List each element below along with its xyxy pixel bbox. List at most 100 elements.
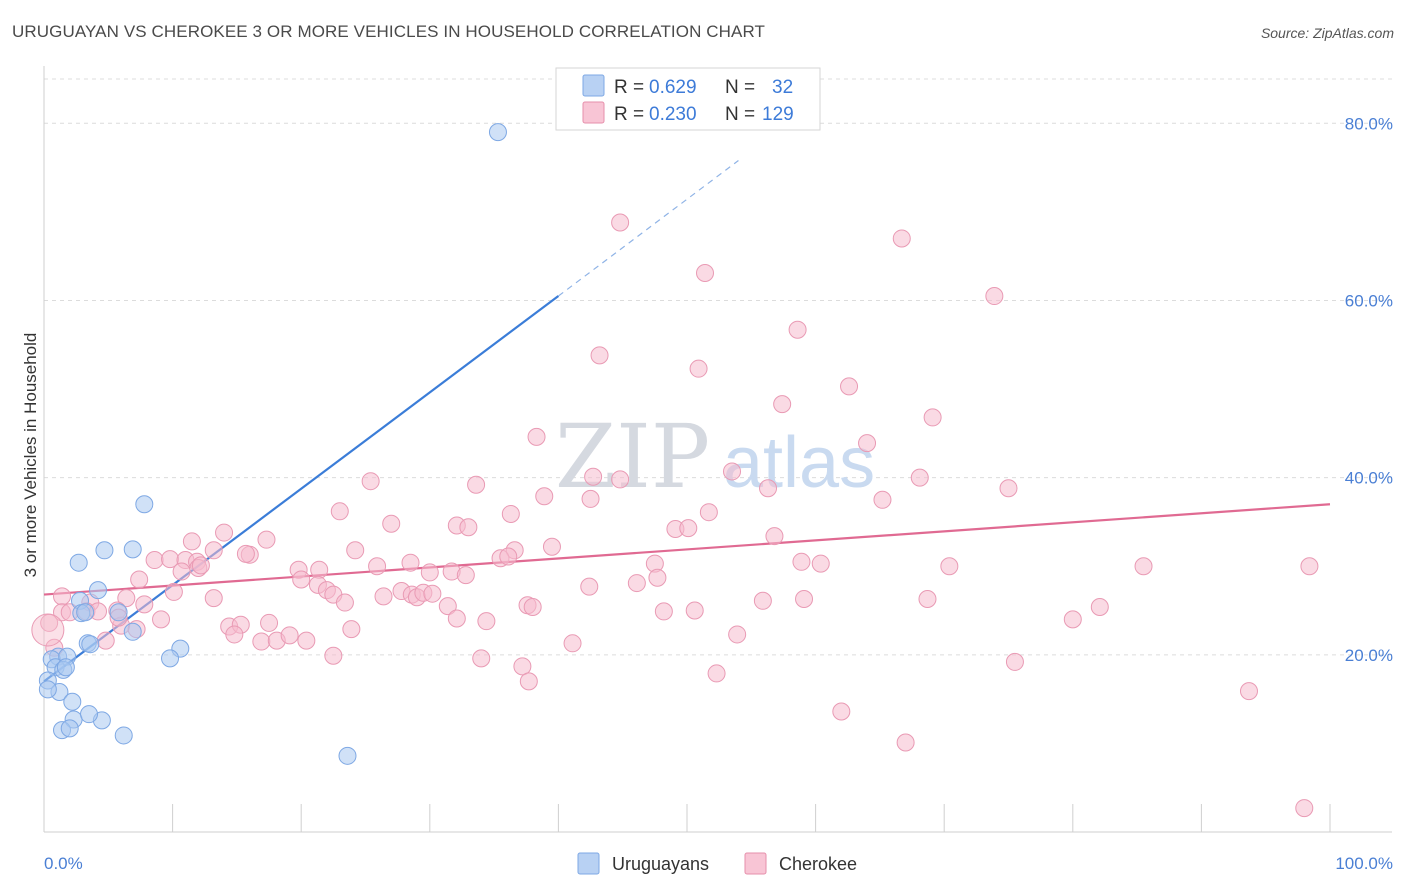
point-uruguayans [123,540,142,559]
point-cherokee [1090,597,1109,616]
point-cherokee [368,557,387,576]
point-cherokee [523,597,542,616]
point-cherokee [910,468,929,487]
point-cherokee [580,577,599,596]
point-uruguayans [63,692,82,711]
point-cherokee [374,587,393,606]
point-cherokee [236,544,255,563]
point-cherokee [685,601,704,620]
point-cherokee [438,597,457,616]
trendline-uruguayans-extension [558,160,739,297]
trendline-uruguayans [43,295,560,683]
point-uruguayans [135,495,154,514]
point-cherokee [459,518,478,537]
point-uruguayans [338,746,357,765]
point-cherokee [542,537,561,556]
point-cherokee [832,702,851,721]
legend-n-value-0: 32 [772,77,793,98]
legend-swatch-cherokee [582,101,605,124]
point-cherokee [342,620,361,639]
bottom-legend-cherokee: Cherokee [779,854,857,874]
point-cherokee [225,625,244,644]
point-cherokee-large [31,613,65,647]
point-cherokee [940,557,959,576]
point-cherokee [310,560,329,579]
point-cherokee [627,574,646,593]
point-cherokee [382,514,401,533]
point-cherokee [648,568,667,587]
point-cherokee [499,547,518,566]
y-tick-label: 80.0% [1345,114,1393,133]
point-cherokee [923,408,942,427]
point-cherokee [1134,557,1153,576]
axes [43,66,1392,833]
point-uruguayans [488,123,507,142]
point-cherokee [699,503,718,522]
point-cherokee [182,532,201,551]
point-cherokee [519,672,538,691]
legend-r-label-0: R = [614,77,644,98]
point-cherokee [501,504,520,523]
legend-n-value-1: 129 [762,104,794,125]
point-cherokee [611,470,630,489]
point-cherokee [335,593,354,612]
point-cherokee [873,490,892,509]
point-cherokee [773,395,792,414]
point-uruguayans [81,635,100,654]
point-cherokee [423,584,442,603]
point-uruguayans [123,622,142,641]
legend-r-value-0: 0.629 [649,77,697,98]
legend-r-value-1: 0.230 [649,104,697,125]
bottom-legend-uruguayans: Uruguayans [612,854,709,874]
watermark: ZIP atlas [555,405,875,508]
point-cherokee [896,733,915,752]
point-cherokee [191,556,210,575]
point-cherokee [152,610,171,629]
point-cherokee [811,554,830,573]
watermark-zip: ZIP [555,405,710,508]
point-uruguayans [95,541,114,560]
point-cherokee [795,590,814,609]
point-cherokee [513,657,532,676]
legend-n-label-1: N = [725,104,755,125]
point-uruguayans [38,680,57,699]
point-cherokee [324,646,343,665]
point-cherokee [728,625,747,644]
point-uruguayans [60,719,79,738]
point-cherokee [840,377,859,396]
point-uruguayans [89,581,108,600]
point-cherokee [759,479,778,498]
point-cherokee [447,609,466,628]
point-cherokee [164,582,183,601]
point-uruguayans [56,658,75,677]
point-cherokee [361,472,380,491]
point-cherokee [918,590,937,609]
point-cherokee [477,612,496,631]
point-cherokee [696,264,715,283]
point-cherokee [535,487,554,506]
point-cherokee [215,523,234,542]
point-cherokee [1063,610,1082,629]
bottom-legend-swatch-cherokee [744,852,767,875]
point-cherokee [788,320,807,339]
point-cherokee [145,551,164,570]
point-cherokee [753,591,772,610]
point-cherokee [999,479,1018,498]
point-cherokee [858,434,877,453]
point-cherokee [204,541,223,560]
point-cherokee [135,595,154,614]
point-cherokee [252,632,271,651]
point-cherokee [257,530,276,549]
point-cherokee [467,475,486,494]
point-uruguayans [109,603,128,622]
point-cherokee [679,519,698,538]
point-cherokee [456,566,475,585]
y-axis-label: 3 or more Vehicles in Household [21,333,40,578]
point-cherokee [292,570,311,589]
point-cherokee [1295,799,1314,818]
point-cherokee [581,489,600,508]
point-cherokee [527,427,546,446]
chart-title: URUGUAYAN VS CHEROKEE 3 OR MORE VEHICLES… [12,22,766,41]
point-cherokee [117,589,136,608]
point-cherokee [472,649,491,668]
